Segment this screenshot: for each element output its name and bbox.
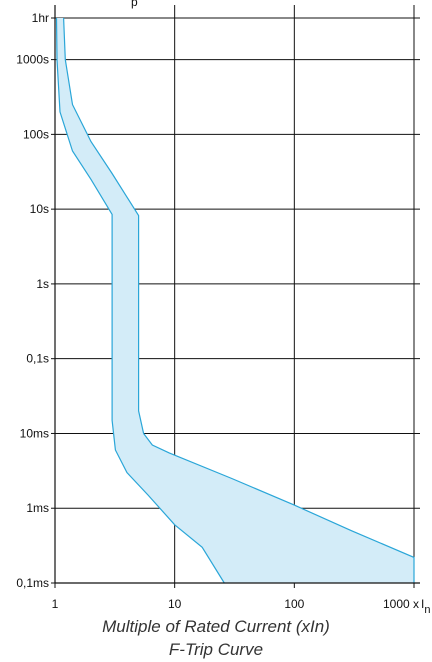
x-tick-label: 10 bbox=[168, 597, 182, 611]
x-unit-label: In bbox=[421, 597, 430, 616]
trip-band bbox=[55, 17, 415, 584]
upper-limit-curve bbox=[63, 17, 415, 583]
y-tick-label: 10s bbox=[30, 202, 49, 216]
y-tick-label: 1000s bbox=[16, 53, 49, 67]
x-tick-label: 1000 x bbox=[383, 597, 419, 611]
axes bbox=[54, 5, 420, 584]
y-tick-label: 100s bbox=[23, 127, 49, 141]
x-tick-label: 100 bbox=[284, 597, 304, 611]
y-tick-labels: 1hr 1000s 100s 10s 1s 0,1s 10ms 1ms 0,1ms bbox=[16, 11, 49, 590]
y-tick-label: 1ms bbox=[26, 501, 49, 515]
y-tick-label: 1hr bbox=[32, 11, 49, 25]
x-unit-subscript: n bbox=[424, 604, 430, 616]
lower-limit-curve bbox=[55, 17, 225, 584]
top-title-fragment: p bbox=[131, 0, 138, 9]
x-unit-symbol: I bbox=[421, 597, 424, 611]
y-tick-label: 0,1s bbox=[26, 352, 49, 366]
trip-band-area bbox=[56, 18, 414, 583]
chart-title: F-Trip Curve bbox=[168, 640, 264, 659]
x-axis-label: Multiple of Rated Current (xIn) bbox=[102, 617, 330, 636]
y-tick-label: 0,1ms bbox=[16, 576, 49, 590]
x-tick-labels: 1 10 100 1000 x bbox=[52, 597, 419, 611]
x-tick-label: 1 bbox=[52, 597, 59, 611]
y-tick-label: 1s bbox=[36, 277, 49, 291]
y-tick-label: 10ms bbox=[20, 426, 49, 440]
